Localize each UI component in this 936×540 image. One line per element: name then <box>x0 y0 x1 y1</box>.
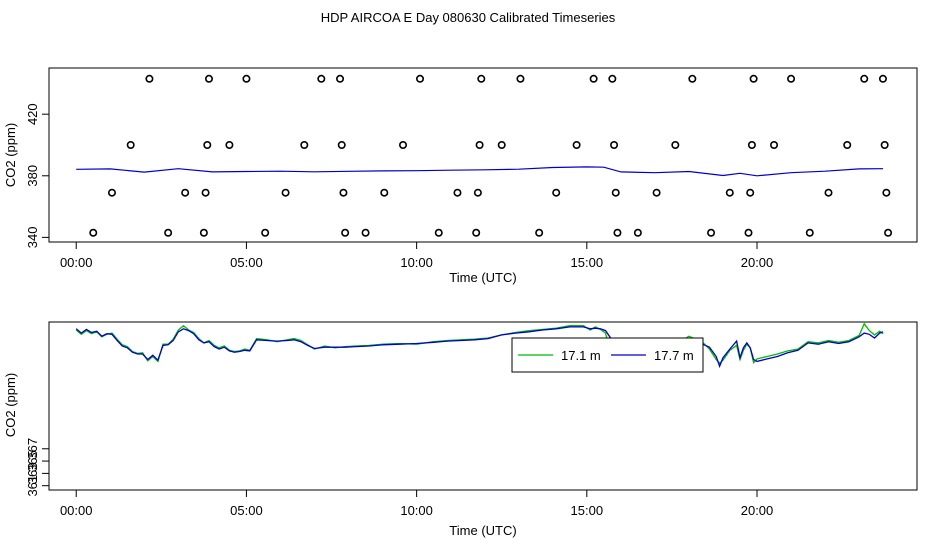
top-x-axis: 00:00 05:00 10:00 15:00 20:00 <box>60 242 773 270</box>
top-y-tick-label: 380 <box>25 165 40 187</box>
bottom-x-axis-label: Time (UTC) <box>449 523 516 538</box>
bottom-plot-frame <box>48 321 918 491</box>
top-x-tick-label: 15:00 <box>571 255 604 270</box>
bottom-x-tick-label: 15:00 <box>571 503 604 518</box>
calibration-point <box>516 74 525 83</box>
calibration-point <box>608 74 617 83</box>
calibration-point <box>613 228 622 237</box>
calibration-point <box>181 188 190 197</box>
calibration-point <box>497 140 506 149</box>
calibration-point <box>199 228 208 237</box>
calibration-point <box>652 188 661 197</box>
top-x-tick-label: 00:00 <box>60 255 93 270</box>
calibration-point <box>688 74 697 83</box>
calibration-point <box>361 228 370 237</box>
bottom-x-tick-label: 00:00 <box>60 503 93 518</box>
top-y-tick-label: 420 <box>25 103 40 125</box>
calibration-point <box>535 228 544 237</box>
calibration-point <box>787 74 796 83</box>
calibration-point <box>725 188 734 197</box>
calibration-point <box>337 140 346 149</box>
bottom-x-tick-label: 05:00 <box>230 503 263 518</box>
calibration-point <box>339 188 348 197</box>
calibration-point <box>336 74 345 83</box>
bottom-y-tick-label: 367 <box>25 438 40 460</box>
calibration-point <box>824 188 833 197</box>
calibration-point <box>164 228 173 237</box>
calibration-point <box>633 228 642 237</box>
calibration-point <box>843 140 852 149</box>
calibration-point <box>126 140 135 149</box>
calibration-point <box>477 74 486 83</box>
calibration-point <box>805 228 814 237</box>
calibration-point <box>475 140 484 149</box>
top-panel: 00:00 05:00 10:00 15:00 20:00 340 380 420 Time… <box>3 67 918 285</box>
legend: 17.1 m 17.7 m <box>511 337 704 373</box>
calibration-point <box>472 228 481 237</box>
calibration-point <box>261 228 270 237</box>
series-line-17-1-m <box>75 322 884 365</box>
calibration-point <box>880 140 889 149</box>
bottom-x-axis: 00:00 05:00 10:00 15:00 20:00 <box>60 490 773 518</box>
calibration-point <box>89 228 98 237</box>
legend-label-17-7m: 17.7 m <box>654 348 694 363</box>
calibration-point <box>416 74 425 83</box>
calibration-point <box>341 228 350 237</box>
top-x-tick-label: 10:00 <box>400 255 433 270</box>
calibration-point <box>317 74 326 83</box>
top-x-tick-label: 05:00 <box>230 255 263 270</box>
top-y-axis-label: CO2 (ppm) <box>3 123 18 187</box>
calibration-point <box>878 74 887 83</box>
series-line-17-7-m <box>75 326 884 369</box>
calibration-point <box>746 188 755 197</box>
calibration-point <box>453 188 462 197</box>
calibration-point <box>204 74 213 83</box>
calibration-point <box>744 228 753 237</box>
calibration-point <box>707 228 716 237</box>
calibration-point <box>589 74 598 83</box>
top-x-tick-label: 20:00 <box>741 255 774 270</box>
top-plot-frame <box>48 67 918 243</box>
calibration-point <box>203 140 212 149</box>
calibration-point <box>281 188 290 197</box>
calibration-point <box>399 140 408 149</box>
bottom-y-tick-label: 361 <box>25 475 40 497</box>
bottom-y-tick-label: 365 <box>25 450 40 472</box>
bottom-plot-marks <box>75 322 884 369</box>
top-co2-line <box>76 166 884 177</box>
calibration-point <box>860 74 869 83</box>
calibration-point <box>473 188 482 197</box>
figure-title: HDP AIRCOA E Day 080630 Calibrated Times… <box>321 10 616 25</box>
top-y-tick-label: 340 <box>25 227 40 249</box>
calibration-point <box>145 74 154 83</box>
calibration-point <box>434 228 443 237</box>
calibration-point <box>300 140 309 149</box>
calibration-point <box>225 140 234 149</box>
bottom-y-axis-label: CO2 (ppm) <box>3 373 18 437</box>
top-x-axis-label: Time (UTC) <box>449 270 516 285</box>
calibration-point <box>552 188 561 197</box>
calibration-point <box>749 74 758 83</box>
calibration-point <box>380 188 389 197</box>
calibration-point <box>572 140 581 149</box>
calibration-point <box>611 188 620 197</box>
calibration-point <box>882 188 891 197</box>
calibration-point <box>201 188 210 197</box>
calibration-point <box>671 140 680 149</box>
calibration-point <box>242 74 251 83</box>
calibration-point <box>747 140 756 149</box>
bottom-x-tick-label: 10:00 <box>400 503 433 518</box>
legend-label-17-1m: 17.1 m <box>561 348 601 363</box>
top-plot-marks <box>76 74 893 237</box>
top-y-axis: 340 380 420 <box>25 103 49 248</box>
calibration-point <box>610 140 619 149</box>
bottom-x-tick-label: 20:00 <box>741 503 774 518</box>
calibration-point <box>770 140 779 149</box>
calibration-point <box>107 188 116 197</box>
calibration-point <box>884 228 893 237</box>
bottom-y-tick-label: 363 <box>25 463 40 485</box>
